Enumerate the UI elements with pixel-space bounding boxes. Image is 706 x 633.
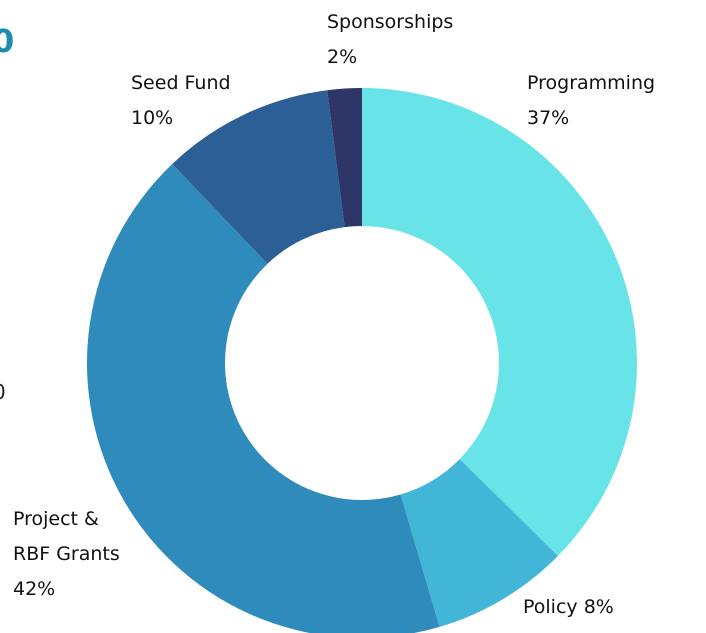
donut-slice bbox=[362, 88, 638, 556]
cropped-title: 0 bbox=[0, 22, 15, 60]
donut-slice bbox=[87, 163, 440, 633]
category-name: Sponsorships bbox=[327, 11, 454, 33]
value-label: 37% bbox=[527, 107, 570, 129]
slice-label: Programming 37% bbox=[527, 66, 655, 136]
donut-slice bbox=[327, 88, 362, 228]
value-label: 8% bbox=[583, 596, 614, 618]
category-name: Seed Fund bbox=[131, 72, 231, 94]
slice-label: Sponsorships 2% bbox=[327, 5, 453, 75]
category-name: Policy bbox=[523, 596, 578, 618]
slice-label: Project & RBF Grants 42% bbox=[13, 502, 138, 607]
slice-label: Seed Fund 10% bbox=[131, 66, 231, 136]
donut-slice bbox=[400, 459, 558, 627]
slice-label: Policy 8% bbox=[523, 590, 614, 625]
donut-slice bbox=[172, 90, 345, 264]
cropped-text: 0 bbox=[0, 380, 6, 404]
value-label: 42% bbox=[13, 578, 56, 600]
value-label: 10% bbox=[131, 107, 174, 129]
category-name: Project & RBF Grants bbox=[13, 508, 120, 565]
value-label: 2% bbox=[327, 46, 358, 68]
category-name: Programming bbox=[527, 72, 656, 94]
